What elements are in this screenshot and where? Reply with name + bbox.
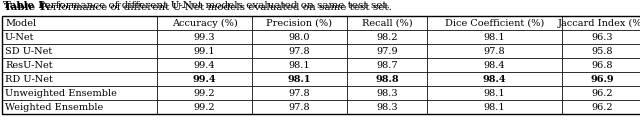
Text: Table 1.: Table 1. [3,1,49,10]
Text: SD U-Net: SD U-Net [5,46,52,56]
Bar [252,100,347,114]
Text: 98.1: 98.1 [288,74,311,84]
Text: U-Net: U-Net [5,32,35,42]
Text: 96.9: 96.9 [590,74,614,84]
Text: ResU-Net: ResU-Net [5,60,52,70]
Text: Precision (%): Precision (%) [266,18,333,28]
Text: 99.2: 99.2 [194,102,215,112]
Bar [562,44,640,58]
Text: 98.4: 98.4 [484,60,506,70]
Bar [347,58,427,72]
Bar [157,86,252,100]
Bar [347,72,427,86]
Text: 98.1: 98.1 [289,60,310,70]
Text: 99.4: 99.4 [194,60,215,70]
Bar [252,72,347,86]
Text: RD U-Net: RD U-Net [5,74,53,84]
Bar [2,16,640,114]
Text: Performance of different U-Net models evaluated on same test set.: Performance of different U-Net models ev… [37,4,392,13]
Bar [347,44,427,58]
Bar [157,30,252,44]
Text: 98.0: 98.0 [289,32,310,42]
Bar [347,16,427,30]
Text: 97.8: 97.8 [289,46,310,56]
Bar [562,86,640,100]
Bar [562,16,640,30]
Bar [427,44,562,58]
Text: 98.8: 98.8 [375,74,399,84]
Bar [427,72,562,86]
Bar [427,30,562,44]
Text: 95.8: 95.8 [591,46,612,56]
Bar [2,16,157,30]
Text: 99.4: 99.4 [193,74,216,84]
Bar [252,58,347,72]
Bar [157,100,252,114]
Text: 98.7: 98.7 [376,60,398,70]
Bar [427,16,562,30]
Text: Recall (%): Recall (%) [362,18,412,28]
Text: 97.8: 97.8 [289,88,310,98]
Text: Performance of different U-Net models evaluated on same test set.: Performance of different U-Net models ev… [35,1,390,10]
Text: Jaccard Index (%): Jaccard Index (%) [558,18,640,28]
Text: 96.2: 96.2 [591,102,613,112]
Bar [347,100,427,114]
Bar [157,16,252,30]
Text: 98.1: 98.1 [484,32,506,42]
Text: 97.8: 97.8 [289,102,310,112]
Text: 99.2: 99.2 [194,88,215,98]
Text: Weighted Ensemble: Weighted Ensemble [5,102,103,112]
Bar [347,30,427,44]
Bar [562,100,640,114]
Text: 96.2: 96.2 [591,88,613,98]
Bar [157,72,252,86]
Text: 98.3: 98.3 [376,88,398,98]
Bar [427,58,562,72]
Bar [252,30,347,44]
Text: 98.3: 98.3 [376,102,398,112]
Bar [2,30,157,44]
Text: Unweighted Ensemble: Unweighted Ensemble [5,88,117,98]
Bar [2,72,157,86]
Text: Dice Coefficient (%): Dice Coefficient (%) [445,18,544,28]
Bar [252,86,347,100]
Text: 98.2: 98.2 [376,32,398,42]
Bar [562,72,640,86]
Bar [2,44,157,58]
Text: Table 1.: Table 1. [4,4,50,13]
Bar [427,100,562,114]
Bar [2,58,157,72]
Text: 97.8: 97.8 [484,46,506,56]
Text: 98.4: 98.4 [483,74,506,84]
Bar [2,86,157,100]
Text: 99.3: 99.3 [194,32,215,42]
Text: Accuracy (%): Accuracy (%) [172,18,237,28]
Text: 97.9: 97.9 [376,46,398,56]
Text: 98.1: 98.1 [484,102,506,112]
Bar [347,86,427,100]
Bar [252,44,347,58]
Bar [562,30,640,44]
Text: 99.1: 99.1 [194,46,215,56]
Text: Model: Model [5,18,36,28]
Bar [2,100,157,114]
Text: 96.3: 96.3 [591,32,613,42]
Bar [157,58,252,72]
Bar [157,44,252,58]
Text: 96.8: 96.8 [591,60,612,70]
Bar [427,86,562,100]
Text: 98.1: 98.1 [484,88,506,98]
Bar [252,16,347,30]
Bar [562,58,640,72]
